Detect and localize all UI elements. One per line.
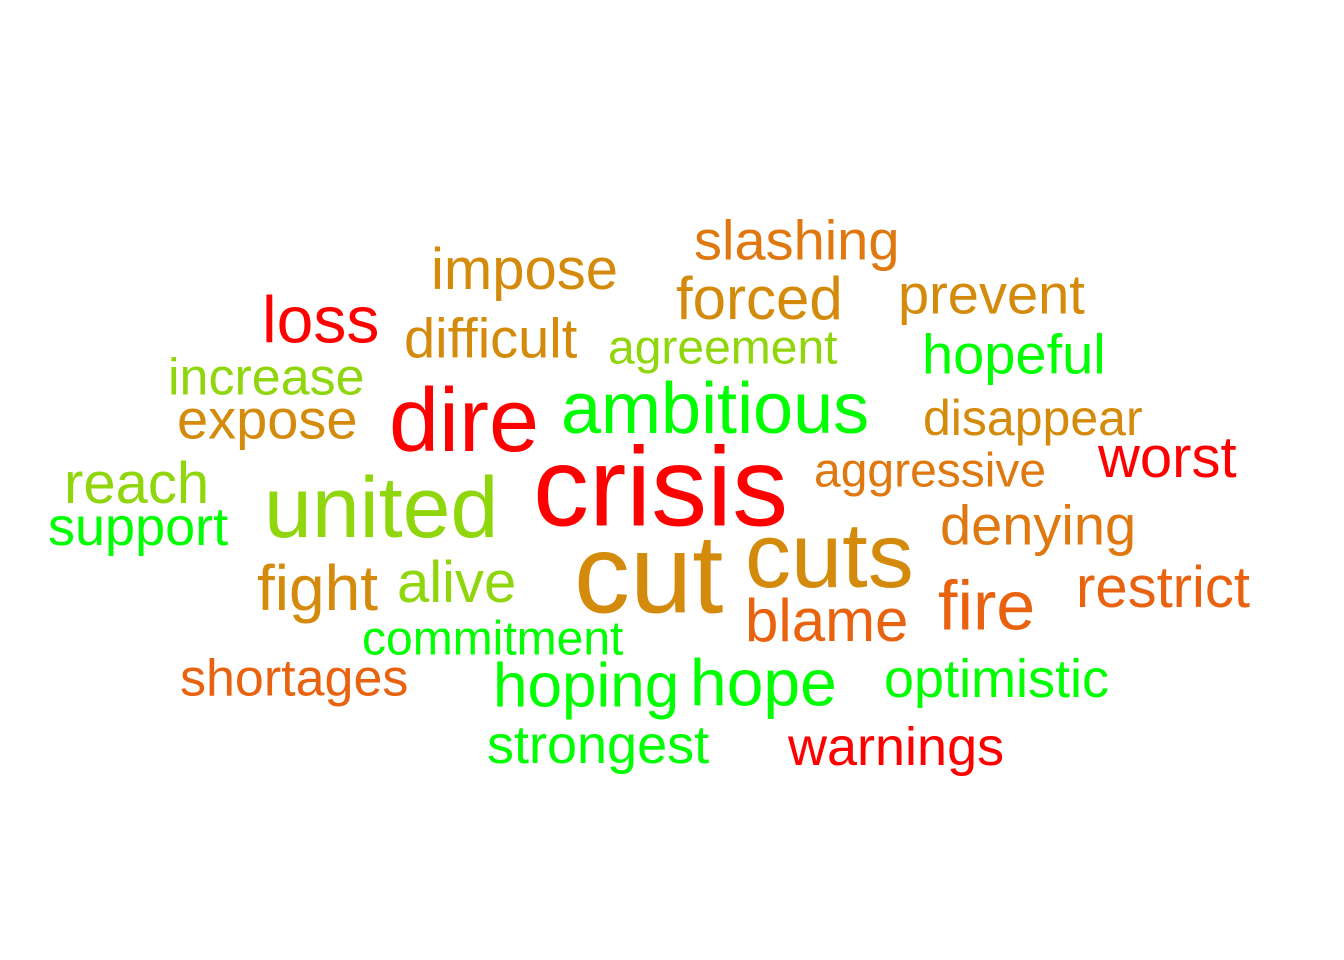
- word-dire: dire: [389, 370, 540, 471]
- word-restrict: restrict: [1076, 554, 1250, 620]
- word-reach: reach: [64, 450, 210, 516]
- word-aggressive: aggressive: [814, 444, 1047, 498]
- word-disappear: disappear: [923, 390, 1143, 446]
- word-hope: hope: [690, 645, 837, 720]
- word-ambitious: ambitious: [561, 368, 870, 449]
- word-commitment: commitment: [362, 612, 624, 666]
- word-difficult: difficult: [404, 306, 578, 370]
- word-agreement: agreement: [608, 321, 838, 375]
- word-blame: blame: [745, 587, 909, 655]
- word-slashing: slashing: [694, 208, 900, 272]
- word-support: support: [48, 496, 229, 557]
- word-warnings: warnings: [788, 716, 1005, 777]
- word-impose: impose: [431, 236, 618, 302]
- word-cut: cut: [574, 511, 724, 637]
- word-strongest: strongest: [487, 714, 710, 775]
- word-crisis: crisis: [533, 424, 789, 550]
- word-optimistic: optimistic: [884, 648, 1110, 709]
- word-increase: increase: [168, 348, 365, 407]
- word-denying: denying: [940, 493, 1137, 557]
- word-fire: fire: [938, 566, 1036, 645]
- word-alive: alive: [397, 549, 517, 615]
- word-forced: forced: [676, 265, 843, 333]
- word-cuts: cuts: [745, 505, 914, 608]
- word-united: united: [264, 459, 499, 556]
- word-shortages: shortages: [180, 649, 409, 708]
- word-hopeful: hopeful: [922, 322, 1106, 386]
- word-hoping: hoping: [493, 651, 680, 721]
- word-loss: loss: [262, 282, 380, 357]
- word-fight: fight: [257, 552, 378, 625]
- word-worst: worst: [1098, 424, 1237, 490]
- word-prevent: prevent: [898, 262, 1085, 326]
- word-expose: expose: [177, 387, 358, 451]
